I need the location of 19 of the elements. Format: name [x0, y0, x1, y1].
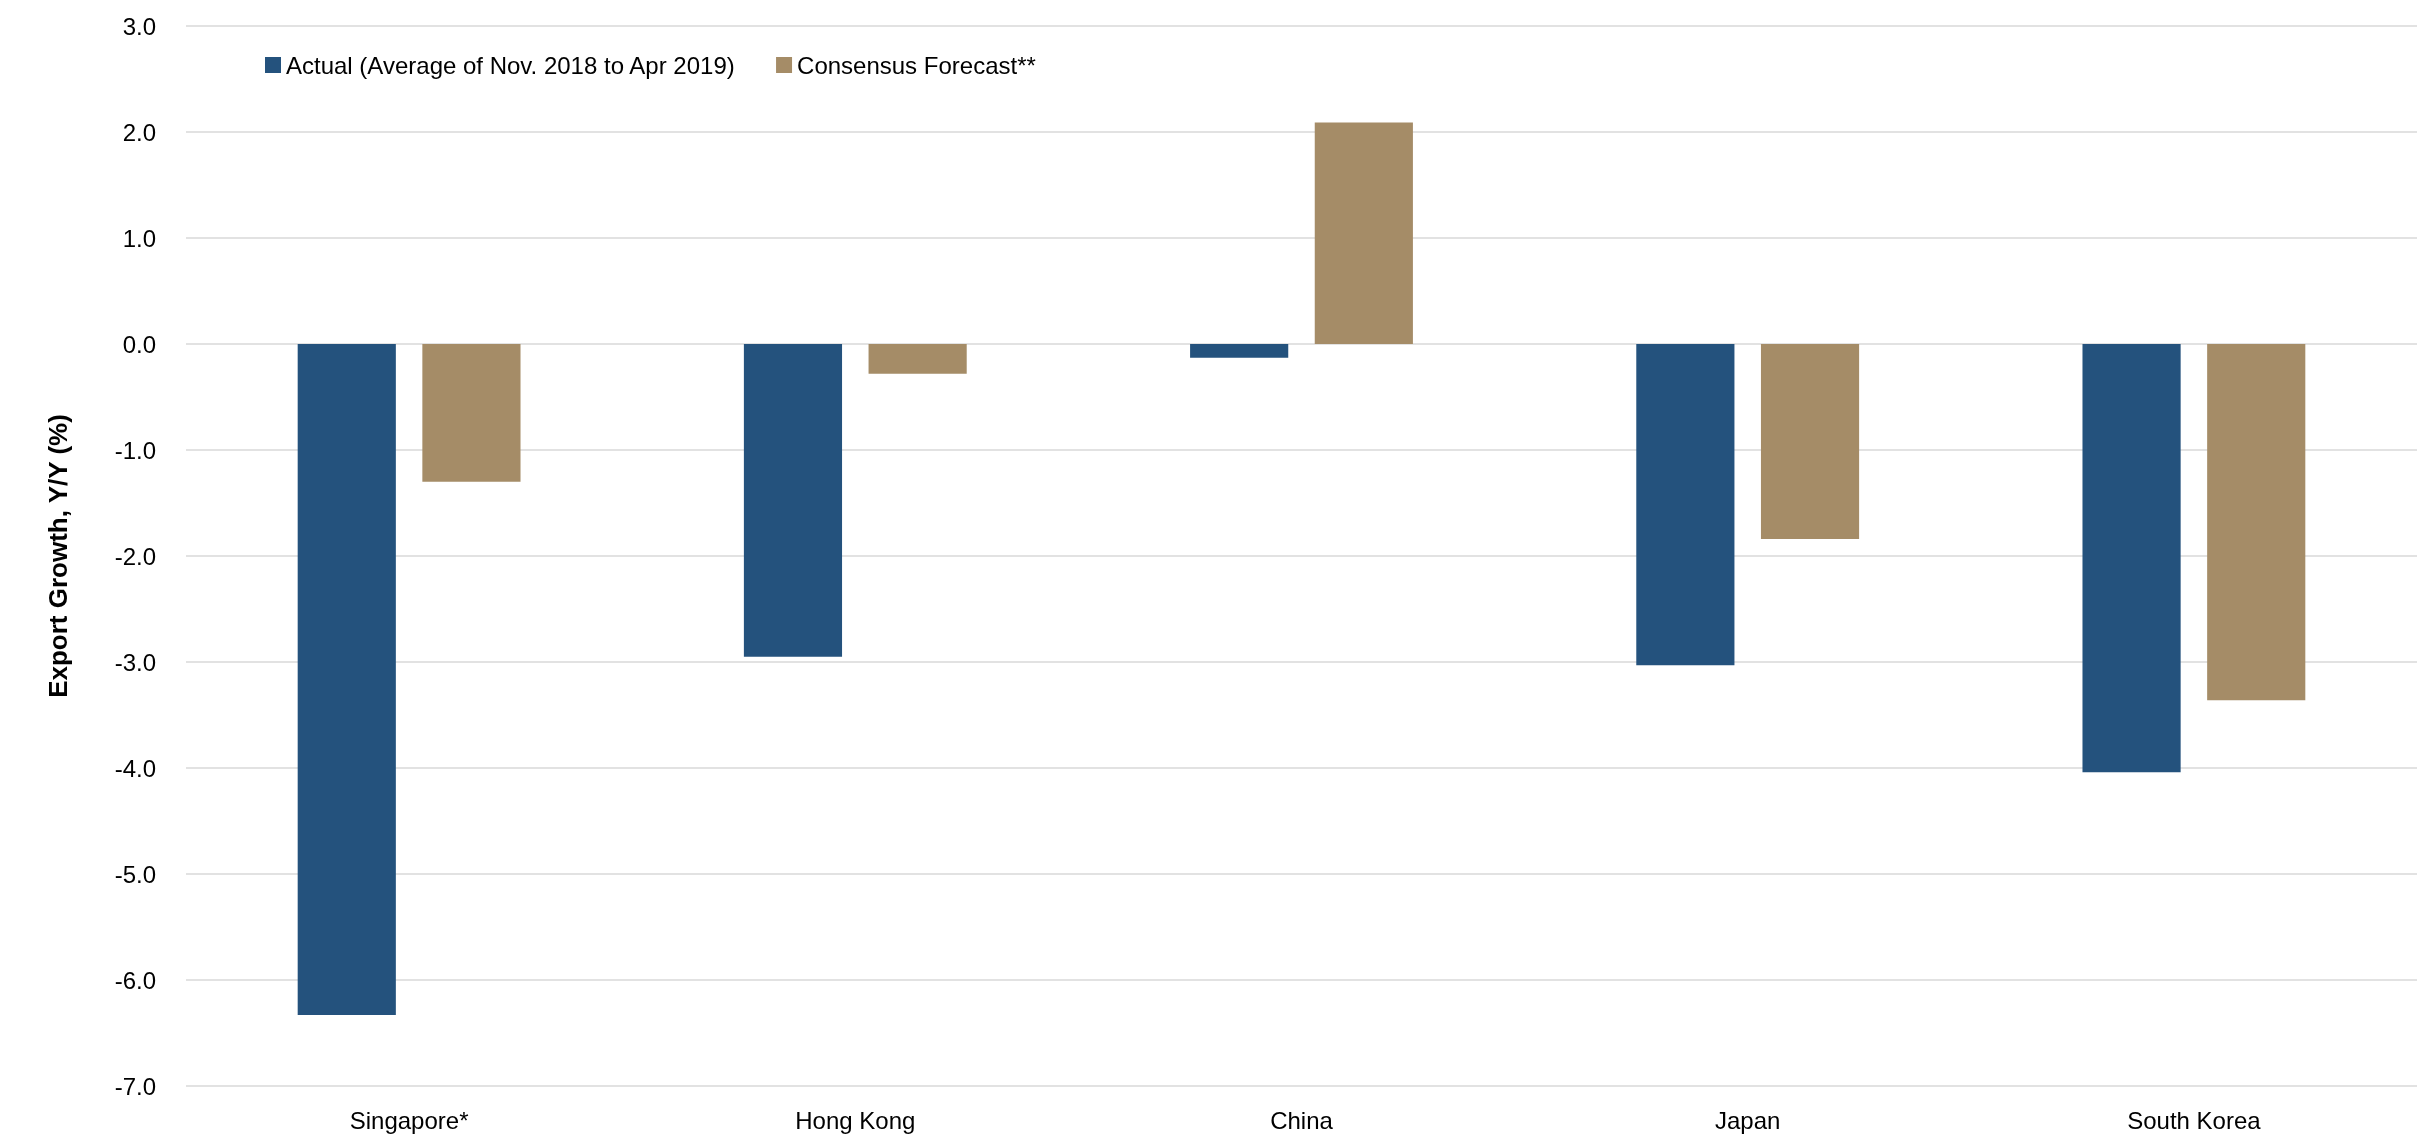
legend-label: Consensus Forecast**	[797, 51, 1036, 79]
y-tick-label: -6.0	[114, 966, 156, 994]
y-tick-label: -5.0	[114, 860, 156, 888]
x-tick-label: Hong Kong	[795, 1106, 916, 1134]
y-tick-label: -4.0	[114, 754, 156, 782]
y-tick-label: 1.0	[122, 224, 156, 252]
y-tick-label: -1.0	[114, 436, 156, 464]
x-tick-label: China	[1270, 1106, 1334, 1134]
y-tick-label: -7.0	[114, 1072, 156, 1100]
x-tick-label: Singapore*	[349, 1106, 469, 1134]
y-axis-title: Export Growth, Y/Y (%)	[43, 414, 73, 698]
y-tick-label: -2.0	[114, 542, 156, 570]
x-tick-label: South Korea	[2127, 1106, 2262, 1134]
x-tick-label: Japan	[1715, 1106, 1781, 1134]
y-tick-label: 3.0	[122, 12, 156, 40]
legend-label: Actual (Average of Nov. 2018 to Apr 2019)	[286, 51, 735, 79]
y-tick-label: -3.0	[114, 648, 156, 676]
y-tick-label: 2.0	[122, 118, 156, 146]
y-tick-label: 0.0	[122, 330, 156, 358]
